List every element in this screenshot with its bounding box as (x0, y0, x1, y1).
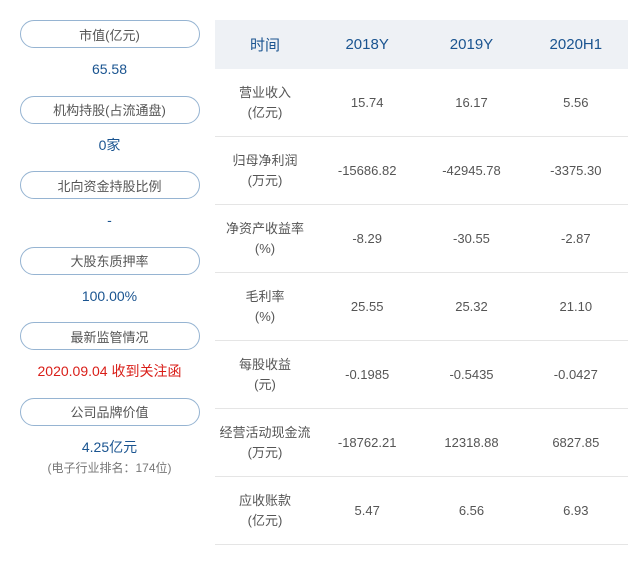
metric-name: 应收账款(亿元) (215, 477, 315, 545)
stat-label: 市值(亿元) (79, 25, 140, 44)
cell-2018: 25.55 (315, 273, 419, 341)
cell-2019: -0.5435 (419, 341, 523, 409)
financial-table: 时间 2018Y 2019Y 2020H1 营业收入(亿元)15.7416.17… (215, 20, 628, 545)
metric-name: 经营活动现金流(万元) (215, 409, 315, 477)
col-time: 时间 (215, 20, 315, 69)
metric-name: 净资产收益率(%) (215, 205, 315, 273)
metric-name: 毛利率(%) (215, 273, 315, 341)
summary-sidebar: 市值(亿元) 65.58 机构持股(占流通盘) 0家 北向资金持股比例 - 大股… (12, 20, 207, 549)
cell-2019: 6.56 (419, 477, 523, 545)
stat-value-text: 4.25亿元 (82, 439, 137, 455)
stat-pill: 公司品牌价值 (20, 398, 200, 426)
cell-2018: -8.29 (315, 205, 419, 273)
cell-2020h1: 5.56 (524, 69, 628, 137)
cell-2020h1: 6.93 (524, 477, 628, 545)
table-header-row: 时间 2018Y 2019Y 2020H1 (215, 20, 628, 69)
col-2018: 2018Y (315, 20, 419, 69)
stat-pill: 大股东质押率 (20, 247, 200, 275)
cell-2020h1: 21.10 (524, 273, 628, 341)
table-row: 应收账款(亿元)5.476.566.93 (215, 477, 628, 545)
stat-value: 100.00% (82, 279, 137, 319)
stat-label: 北向资金持股比例 (57, 176, 161, 195)
stat-label: 最新监管情况 (70, 327, 148, 346)
stat-label: 大股东质押率 (70, 251, 148, 270)
stat-pill: 北向资金持股比例 (20, 171, 200, 199)
cell-2019: -30.55 (419, 205, 523, 273)
stat-pill: 最新监管情况 (20, 322, 200, 350)
stat-pill: 机构持股(占流通盘) (20, 96, 200, 124)
table-row: 每股收益(元)-0.1985-0.5435-0.0427 (215, 341, 628, 409)
metric-name: 归母净利润(万元) (215, 137, 315, 205)
cell-2020h1: -3375.30 (524, 137, 628, 205)
table-row: 毛利率(%)25.5525.3221.10 (215, 273, 628, 341)
stat-value: 4.25亿元 (电子行业排名：174位) (47, 430, 171, 488)
table-row: 营业收入(亿元)15.7416.175.56 (215, 69, 628, 137)
col-2020h1: 2020H1 (524, 20, 628, 69)
stat-value: 65.58 (92, 52, 127, 92)
cell-2019: -42945.78 (419, 137, 523, 205)
stat-pill: 市值(亿元) (20, 20, 200, 48)
cell-2019: 25.32 (419, 273, 523, 341)
cell-2018: -15686.82 (315, 137, 419, 205)
table-row: 经营活动现金流(万元)-18762.2112318.886827.85 (215, 409, 628, 477)
cell-2018: -18762.21 (315, 409, 419, 477)
cell-2019: 16.17 (419, 69, 523, 137)
stat-label: 公司品牌价值 (70, 402, 148, 421)
cell-2020h1: 6827.85 (524, 409, 628, 477)
table-row: 净资产收益率(%)-8.29-30.55-2.87 (215, 205, 628, 273)
cell-2018: 5.47 (315, 477, 419, 545)
cell-2018: 15.74 (315, 69, 419, 137)
cell-2018: -0.1985 (315, 341, 419, 409)
metric-name: 营业收入(亿元) (215, 69, 315, 137)
stat-sub-rank: (电子行业排名：174位) (47, 460, 171, 477)
cell-2019: 12318.88 (419, 409, 523, 477)
table-row: 归母净利润(万元)-15686.82-42945.78-3375.30 (215, 137, 628, 205)
table-body: 营业收入(亿元)15.7416.175.56归母净利润(万元)-15686.82… (215, 69, 628, 545)
cell-2020h1: -2.87 (524, 205, 628, 273)
stat-value: 0家 (99, 128, 121, 168)
col-2019: 2019Y (419, 20, 523, 69)
cell-2020h1: -0.0427 (524, 341, 628, 409)
stat-value-alert: 2020.09.04 收到关注函 (38, 354, 182, 394)
metric-name: 每股收益(元) (215, 341, 315, 409)
financial-table-wrapper: 时间 2018Y 2019Y 2020H1 营业收入(亿元)15.7416.17… (215, 20, 628, 549)
stat-label: 机构持股(占流通盘) (53, 100, 166, 119)
stat-value: - (107, 203, 112, 243)
